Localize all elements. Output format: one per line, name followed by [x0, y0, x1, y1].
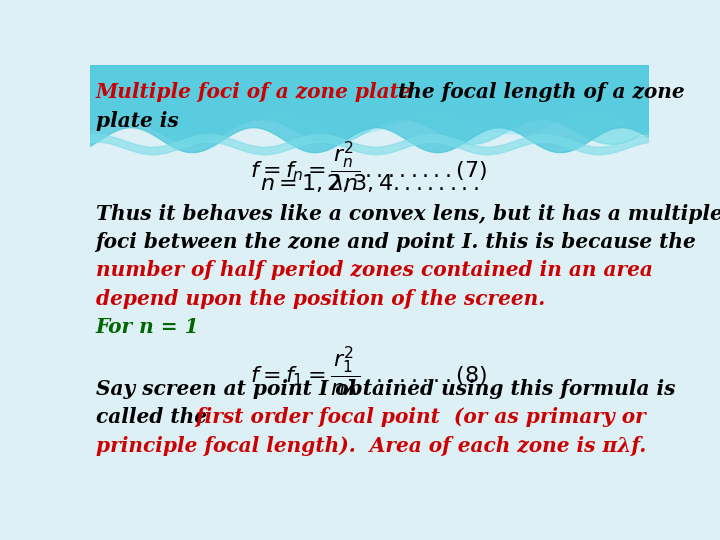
Text: Multiple foci of a zone plate: Multiple foci of a zone plate — [96, 82, 413, 102]
Text: $f = f_n = \dfrac{r_n^{2}}{\lambda n}\,........(7)$: $f = f_n = \dfrac{r_n^{2}}{\lambda n}\,.… — [251, 140, 487, 194]
Text: foci between the zone and point I. this is because the: foci between the zone and point I. this … — [96, 232, 696, 252]
Text: For n = 1: For n = 1 — [96, 317, 199, 337]
Text: $f = f_1 = \dfrac{r_1^{2}}{n\lambda}\,........(8)$: $f = f_1 = \dfrac{r_1^{2}}{n\lambda}\,..… — [251, 345, 487, 400]
Text: $n = 1,2,3,4........$: $n = 1,2,3,4........$ — [260, 173, 478, 195]
Text: called the: called the — [96, 407, 207, 428]
Text: plate is: plate is — [96, 111, 179, 131]
Text: Thus it behaves like a convex lens, but it has a multiple: Thus it behaves like a convex lens, but … — [96, 204, 720, 224]
Text: Say screen at point I obtained using this formula is: Say screen at point I obtained using thi… — [96, 379, 675, 399]
Text: first order focal point  (or as primary or: first order focal point (or as primary o… — [189, 407, 646, 428]
Text: depend upon the position of the screen.: depend upon the position of the screen. — [96, 289, 545, 309]
Text: number of half period zones contained in an area: number of half period zones contained in… — [96, 260, 652, 280]
Text: principle focal length).  Area of each zone is πλf.: principle focal length). Area of each zo… — [96, 436, 646, 456]
Text: the focal length of a zone: the focal length of a zone — [392, 82, 685, 102]
